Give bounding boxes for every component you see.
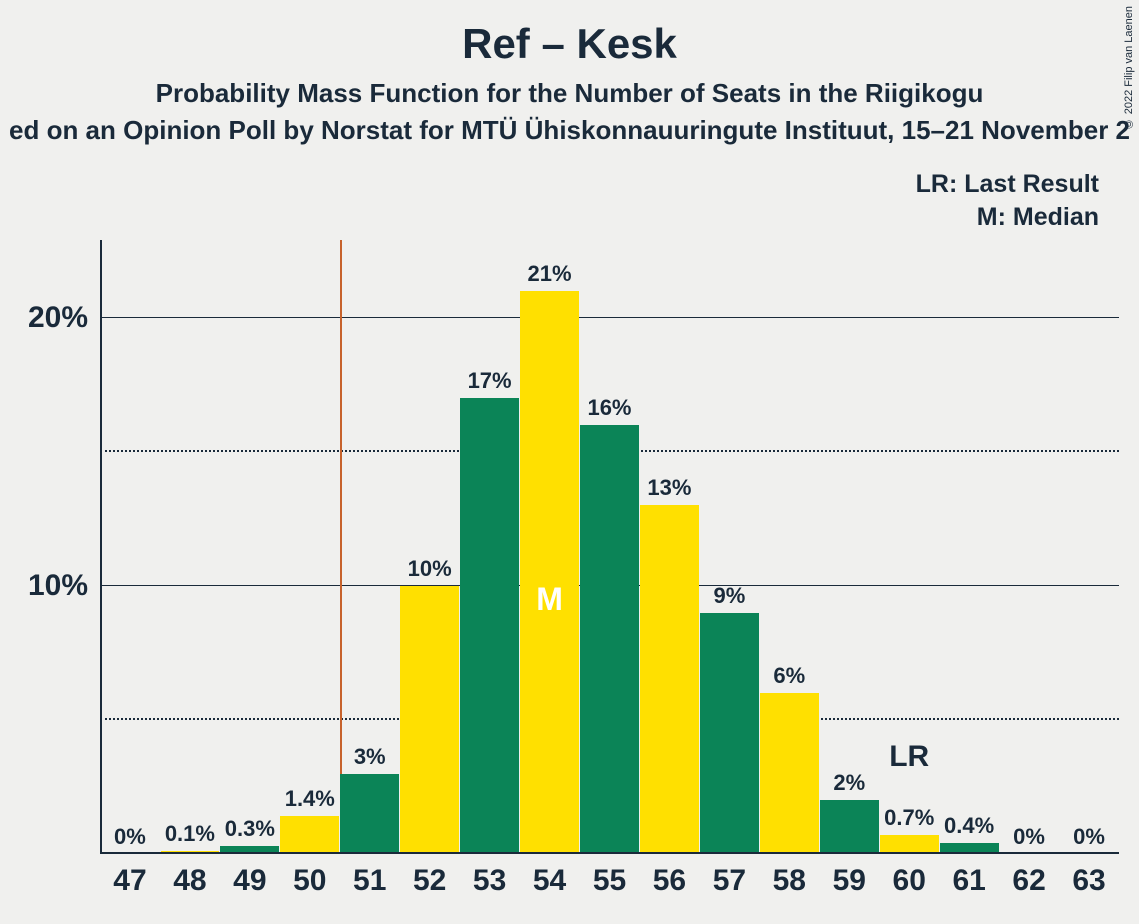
bar-value-label: 13% — [647, 475, 691, 505]
legend-m: M: Median — [916, 203, 1099, 232]
bar-value-label: 21% — [528, 261, 572, 291]
legend-lr: LR: Last Result — [916, 170, 1099, 199]
lr-reference-line — [340, 240, 342, 854]
y-tick-label: 20% — [28, 301, 100, 335]
gridline-major: 20% — [100, 317, 1119, 318]
copyright-text: © 2022 Filip van Laenen — [1123, 6, 1135, 129]
bar: 2% — [820, 800, 879, 854]
lr-marker: LR — [889, 740, 929, 774]
chart-area: LR: Last Result M: Median 10% 20% 0% 0.1% 0.… — [0, 170, 1139, 924]
x-tick-label: 57 — [713, 854, 746, 898]
x-tick-label: 47 — [113, 854, 146, 898]
bar-value-label: 17% — [468, 368, 512, 398]
bar-value-label: 3% — [354, 744, 386, 774]
x-tick-label: 60 — [893, 854, 926, 898]
x-tick-label: 58 — [773, 854, 806, 898]
x-axis — [100, 852, 1119, 854]
bar-value-label: 0.4% — [944, 813, 994, 843]
y-axis — [100, 240, 102, 854]
bar: 1.4% — [280, 816, 339, 854]
x-tick-label: 49 — [233, 854, 266, 898]
x-tick-label: 55 — [593, 854, 626, 898]
x-tick-label: 56 — [653, 854, 686, 898]
bar-value-label: 0% — [114, 824, 146, 854]
bar-value-label: 0.3% — [225, 816, 275, 846]
x-tick-label: 54 — [533, 854, 566, 898]
bar: 17% — [460, 398, 519, 854]
chart-subtitle-1: Probability Mass Function for the Number… — [0, 78, 1139, 109]
bar-value-label: 16% — [587, 395, 631, 425]
chart-subtitle-2: ed on an Opinion Poll by Norstat for MTÜ… — [0, 115, 1139, 146]
x-tick-label: 53 — [473, 854, 506, 898]
y-tick-label: 10% — [28, 569, 100, 603]
bar: 13% — [640, 505, 699, 854]
bar-value-label: 0% — [1013, 824, 1045, 854]
x-tick-label: 51 — [353, 854, 386, 898]
plot-area: 10%20%0%0.1%0.3%1.4%3%10%17%21%M16%13%9%… — [100, 240, 1119, 854]
x-tick-label: 63 — [1072, 854, 1105, 898]
chart-title: Ref – Kesk — [0, 20, 1139, 68]
x-tick-label: 48 — [173, 854, 206, 898]
bar-value-label: 9% — [713, 583, 745, 613]
bar-value-label: 6% — [773, 663, 805, 693]
bar: 6% — [760, 693, 819, 854]
median-marker: M — [536, 581, 563, 618]
x-tick-label: 52 — [413, 854, 446, 898]
bar: 21%M — [520, 291, 579, 854]
x-tick-label: 61 — [952, 854, 985, 898]
bar: 9% — [700, 613, 759, 854]
bar: 16% — [580, 425, 639, 854]
x-tick-label: 62 — [1012, 854, 1045, 898]
x-tick-label: 50 — [293, 854, 326, 898]
legend: LR: Last Result M: Median — [916, 170, 1099, 236]
title-block: Ref – Kesk Probability Mass Function for… — [0, 0, 1139, 146]
x-tick-label: 59 — [833, 854, 866, 898]
bar: 3% — [340, 774, 399, 854]
bar-value-label: 0.1% — [165, 821, 215, 851]
bar-value-label: 10% — [408, 556, 452, 586]
bar-value-label: 2% — [833, 770, 865, 800]
bar-value-label: 0% — [1073, 824, 1105, 854]
bar-value-label: 1.4% — [285, 786, 335, 816]
bar: 10% — [400, 586, 459, 854]
bar-value-label: 0.7% — [884, 805, 934, 835]
